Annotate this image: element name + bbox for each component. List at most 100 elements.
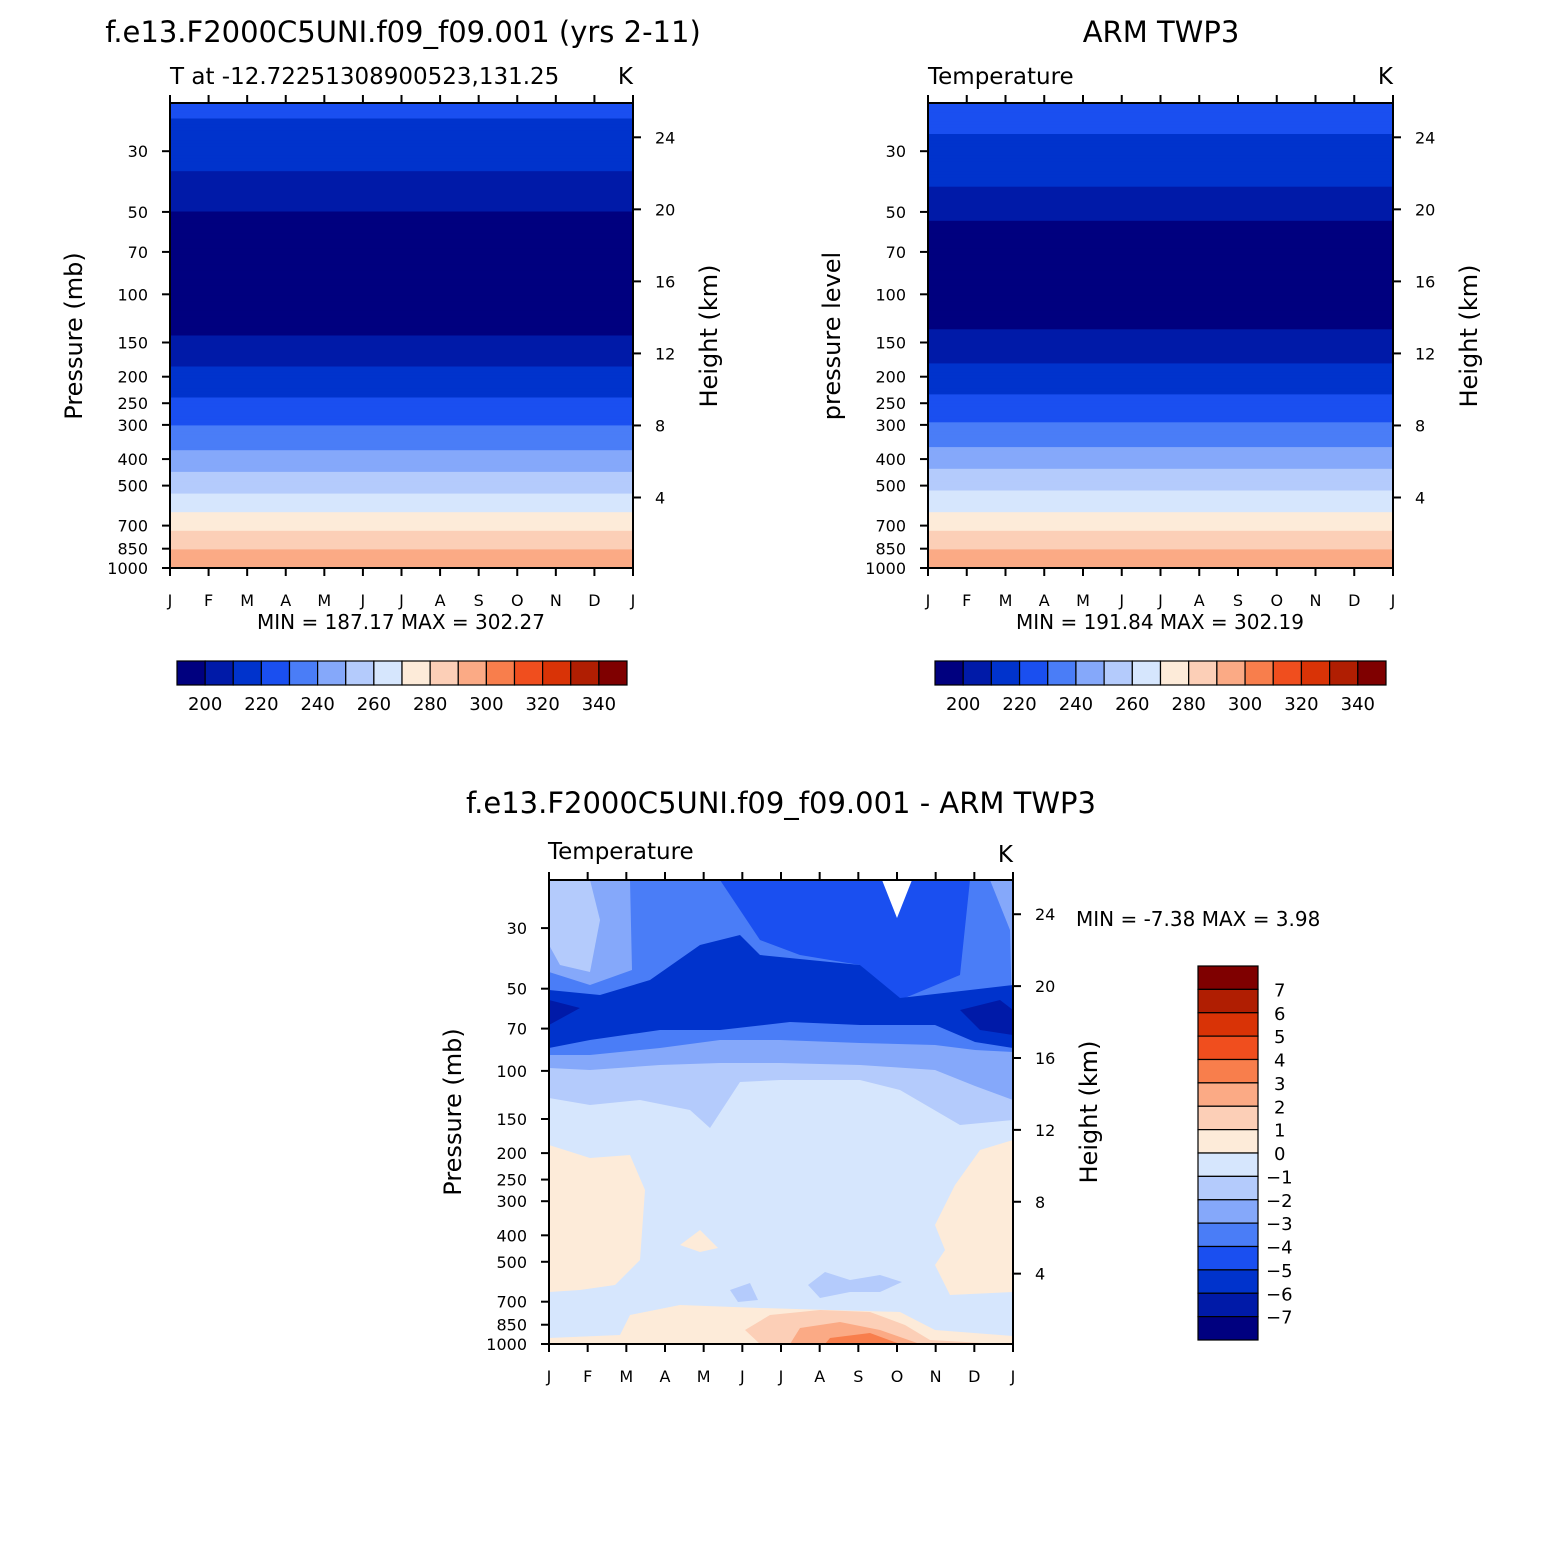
contour-band-strip [928, 453, 1393, 457]
contour-band-strip [170, 558, 633, 563]
contour-band-strip [170, 239, 633, 244]
y-tick-label: 150 [496, 1110, 527, 1129]
height-tick-label: 12 [655, 344, 675, 363]
contour-band-strip [170, 521, 633, 526]
contour-band-strip [928, 422, 1393, 426]
contour-band-strip [170, 289, 633, 293]
colorbar-box [1357, 660, 1387, 686]
colorbar-box [542, 660, 572, 686]
y-tick-label: 700 [875, 517, 906, 536]
contour-band-strip [928, 471, 1393, 476]
contour-band-strip [928, 332, 1393, 337]
colorbar-label: 280 [1172, 694, 1206, 715]
y-tick-label: 400 [117, 450, 148, 469]
colorbar-label: 320 [525, 694, 559, 715]
colorbar-label: 320 [1284, 694, 1318, 715]
contour-band-strip [928, 276, 1393, 281]
y-tick-label: 400 [875, 450, 906, 469]
x-tick-label: A [280, 591, 291, 610]
height-tick-label: 8 [1035, 1193, 1045, 1212]
contour-band-strip [170, 502, 633, 507]
contour-band-strip [170, 347, 633, 352]
colorbar-box [1197, 1012, 1259, 1037]
panel-diff-contour-field [549, 880, 1013, 1344]
contour-band-strip [170, 177, 633, 182]
diff-band-minus2-to-minus1-upper-left [549, 880, 600, 972]
contour-band-strip [170, 530, 633, 535]
contour-band-strip [170, 171, 633, 175]
colorbar-box [1103, 660, 1133, 686]
contour-band-strip [170, 118, 633, 123]
contour-band-strip [170, 332, 633, 337]
x-tick-label: D [1348, 591, 1360, 610]
contour-band-strip [928, 279, 1393, 284]
contour-band-strip [928, 385, 1393, 389]
x-tick-label: N [930, 1367, 942, 1386]
panel-model-subtitle: T at -12.72251308900523,131.25 [169, 64, 559, 90]
x-tick-label: J [546, 1367, 552, 1386]
contour-band-strip [170, 360, 633, 364]
panel-obs-ylabel-left: pressure level [818, 252, 846, 420]
contour-band-strip [170, 282, 633, 287]
contour-band-strip [928, 242, 1393, 247]
colorbar-label: 240 [1059, 694, 1093, 715]
contour-band-strip [170, 400, 633, 405]
colorbar-label: −4 [1266, 1238, 1293, 1259]
height-tick-label: 24 [1415, 128, 1435, 147]
contour-band-strip [928, 230, 1393, 234]
y-tick-label: 250 [496, 1171, 527, 1190]
contour-band-strip [170, 406, 633, 411]
contour-band-strip [170, 149, 633, 154]
contour-band-strip [170, 506, 633, 510]
contour-band-strip [170, 189, 633, 194]
panel-obs-title: ARM TWP3 [1083, 15, 1240, 49]
colorbar-box [570, 660, 600, 686]
colorbar-box [288, 660, 319, 686]
x-tick-label: A [814, 1367, 825, 1386]
contour-band-strip [170, 137, 633, 141]
contour-band-strip [928, 465, 1393, 470]
panel-model-colorbar: 200 220 240 260 280 300 320 340 [176, 660, 628, 715]
contour-band-strip [170, 552, 633, 557]
contour-band-strip [928, 354, 1393, 358]
contour-band-strip [170, 456, 633, 461]
y-tick-label: 400 [496, 1226, 527, 1245]
panel-diff-colorbar: 7 65 432 10−1 −2−3 −4−5−6 −7 [1197, 965, 1293, 1341]
contour-band-strip [928, 363, 1393, 368]
contour-band-strip [170, 537, 633, 541]
contour-band-strip [928, 196, 1393, 200]
contour-band-strip [170, 543, 633, 547]
diff-band-0-to-1-blob [680, 1230, 718, 1252]
contour-band-strip [928, 444, 1393, 448]
y-tick-label: 850 [875, 540, 906, 559]
contour-band-strip [170, 481, 633, 485]
contour-band-strip [170, 140, 633, 144]
contour-band-strip [170, 527, 633, 532]
contour-band-strip [170, 453, 633, 457]
contour-band-strip [928, 490, 1393, 495]
contour-band-strip [928, 245, 1393, 250]
y-tick-label: 200 [496, 1144, 527, 1163]
height-tick-label: 20 [655, 200, 675, 219]
contour-band-strip [928, 533, 1393, 538]
colorbar-box [485, 660, 516, 686]
contour-band-strip [170, 478, 633, 482]
contour-band-strip [928, 403, 1393, 408]
y-tick-label: 850 [496, 1316, 527, 1335]
contour-band-strip [928, 416, 1393, 420]
contour-band-strip [928, 549, 1393, 554]
contour-band-strip [928, 155, 1393, 160]
diff-band-minus7-to-minus6-left [549, 1000, 580, 1025]
contour-band-strip [170, 515, 633, 519]
diff-band-2-to-3 [790, 1322, 920, 1344]
colorbar-box [1197, 1222, 1259, 1248]
contour-band-strip [170, 230, 633, 234]
x-tick-label: F [583, 1367, 592, 1386]
colorbar-box [1300, 660, 1331, 686]
contour-band-strip [928, 496, 1393, 501]
colorbar-box [1197, 1316, 1259, 1341]
contour-band-strip [170, 499, 633, 504]
contour-band-strip [170, 127, 633, 132]
contour-band-strip [928, 394, 1393, 399]
contour-band-strip [928, 323, 1393, 327]
